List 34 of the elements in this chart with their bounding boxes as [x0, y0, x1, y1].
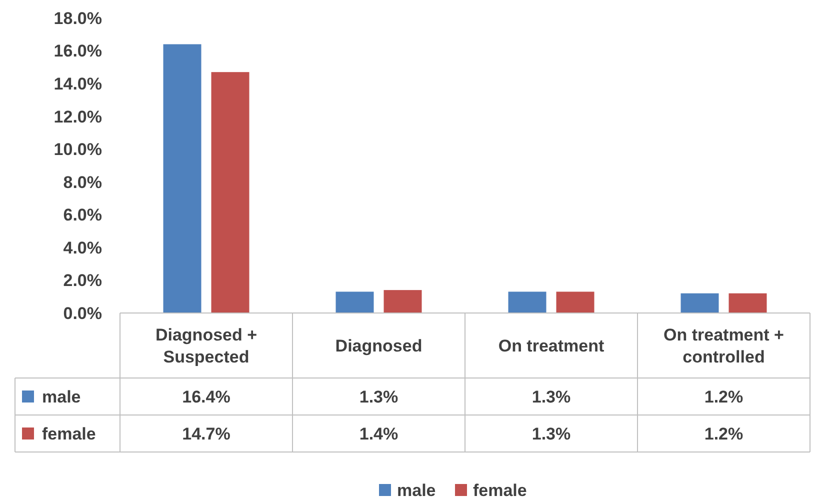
data-label: 1.3% — [532, 424, 571, 444]
bar — [556, 292, 594, 313]
data-label: 14.7% — [182, 424, 230, 444]
bar — [680, 293, 719, 313]
x-tick-label: On treatment — [498, 336, 604, 356]
y-tick-label: 12.0% — [54, 107, 102, 126]
bar — [163, 44, 202, 313]
x-tick-label: On treatment + controlled — [664, 325, 784, 366]
y-tick-label: 10.0% — [54, 140, 102, 160]
data-label: 1.2% — [704, 424, 744, 444]
bar — [728, 293, 767, 313]
data-label: 1.3% — [532, 387, 571, 406]
text: male — [397, 480, 436, 500]
x-tick-label: Diagnosed — [335, 336, 422, 356]
y-tick-label: 0.0% — [63, 304, 102, 323]
y-tick-label: 8.0% — [63, 172, 102, 192]
x-tick-label: Diagnosed + Suspected — [155, 325, 258, 366]
bar — [336, 292, 374, 313]
data-label: 1.4% — [359, 424, 398, 444]
legend-label: female — [42, 424, 96, 444]
y-tick-label: 6.0% — [63, 206, 102, 225]
data-label: 1.3% — [359, 387, 398, 406]
y-tick-label: 18.0% — [54, 8, 102, 28]
y-tick-label: 16.0% — [54, 42, 102, 61]
data-label: 1.2% — [704, 387, 744, 406]
bar — [211, 72, 250, 313]
y-tick-label: 2.0% — [63, 271, 102, 290]
bar — [508, 292, 546, 313]
y-tick-label: 4.0% — [63, 238, 102, 258]
bar — [384, 290, 422, 313]
data-label: 16.4% — [182, 387, 230, 406]
y-tick-label: 14.0% — [54, 74, 102, 94]
text: female — [473, 480, 527, 500]
legend-label: male — [42, 387, 81, 406]
